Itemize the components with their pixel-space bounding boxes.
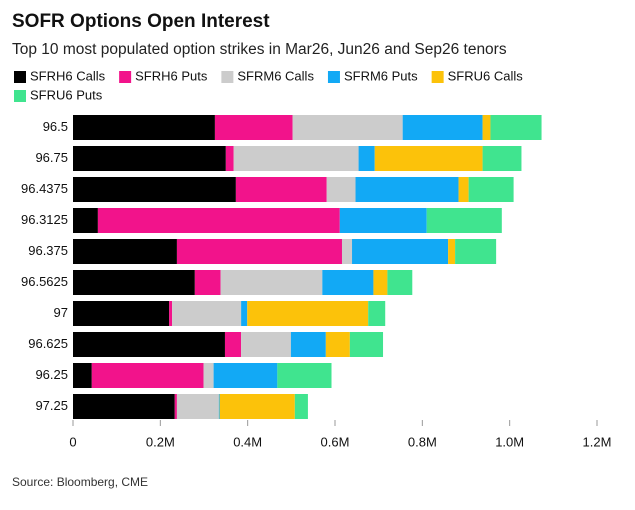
x-tick-label: 0	[69, 434, 76, 449]
legend-swatch	[327, 71, 340, 83]
bar-segment	[73, 146, 226, 171]
bar-segment	[172, 301, 242, 326]
bar-segment	[490, 115, 542, 140]
legend-swatch	[431, 71, 444, 83]
bar-segment	[174, 394, 177, 419]
bar-segment	[355, 177, 459, 202]
bar-segment	[73, 363, 92, 388]
bar-segment	[448, 239, 456, 264]
bar-segment	[218, 394, 220, 419]
bar-segment	[482, 146, 522, 171]
x-tick-label: 0.2M	[146, 434, 175, 449]
bar-segment	[241, 301, 248, 326]
y-tick-label: 96.4375	[21, 181, 68, 196]
bar-segment	[194, 270, 221, 295]
bar-segment	[235, 177, 327, 202]
bar-segment	[290, 332, 326, 357]
y-tick-label: 96.375	[28, 243, 68, 258]
x-tick-label: 0.8M	[408, 434, 437, 449]
bar-segment	[294, 394, 308, 419]
legend-label: SFRH6 Calls	[30, 68, 106, 83]
x-tick-label: 0.4M	[233, 434, 262, 449]
bar-segment	[277, 363, 332, 388]
x-tick-label: 1.2M	[583, 434, 612, 449]
bar-segment	[341, 239, 353, 264]
legend-label: SFRM6 Puts	[344, 68, 418, 83]
bar-segment	[224, 332, 242, 357]
legend-label: SFRU6 Calls	[448, 68, 524, 83]
legend-swatch	[14, 90, 26, 102]
bar-segment	[325, 332, 350, 357]
y-tick-label: 96.75	[35, 150, 68, 165]
y-tick-label: 96.625	[28, 336, 68, 351]
source: Source: Bloomberg, CME	[12, 475, 148, 489]
bar-segment	[374, 146, 483, 171]
bar-segment	[458, 177, 469, 202]
y-tick-label: 96.3125	[21, 212, 68, 227]
y-tick-label: 97.25	[35, 398, 68, 413]
bar-segment	[358, 146, 375, 171]
bar-segment	[73, 270, 195, 295]
bar-segment	[339, 208, 427, 233]
x-tick-label: 0.6M	[321, 434, 350, 449]
bar-segment	[73, 239, 177, 264]
legend-label: SFRM6 Calls	[237, 68, 314, 83]
bar-segment	[241, 332, 291, 357]
y-tick-label: 96.25	[35, 367, 68, 382]
y-tick-label: 96.5625	[21, 274, 68, 289]
y-tick-label: 97	[54, 305, 68, 320]
bar-segment	[176, 394, 219, 419]
bar-segment	[387, 270, 413, 295]
bar-segment	[468, 177, 514, 202]
chart-subtitle: Top 10 most populated option strikes in …	[12, 41, 507, 58]
chart-title: SOFR Options Open Interest	[12, 11, 270, 32]
bar-segment	[426, 208, 502, 233]
bar-segment	[73, 301, 170, 326]
bar-segment	[326, 177, 356, 202]
bar-segment	[322, 270, 374, 295]
legend-swatch	[119, 71, 132, 83]
bar-segment	[368, 301, 386, 326]
bar-segment	[233, 146, 359, 171]
y-tick-label: 96.5	[43, 119, 68, 134]
x-tick-label: 1.0M	[495, 434, 524, 449]
bar-segment	[482, 115, 491, 140]
bar-segment	[373, 270, 388, 295]
bar-segment	[97, 208, 340, 233]
bar-segment	[176, 239, 342, 264]
bar-segment	[402, 115, 483, 140]
bar-segment	[213, 363, 278, 388]
bar-segment	[292, 115, 403, 140]
bar-segment	[73, 332, 225, 357]
bar-segment	[73, 177, 236, 202]
bar-segment	[73, 208, 98, 233]
bar-segment	[220, 270, 323, 295]
bar-segment	[247, 301, 369, 326]
bar-segment	[214, 115, 293, 140]
bar-segment	[73, 115, 215, 140]
bar-segment	[349, 332, 384, 357]
bar-segment	[352, 239, 449, 264]
legend-label: SFRH6 Puts	[135, 68, 208, 83]
legend-label: SFRU6 Puts	[30, 87, 103, 102]
legend-swatch	[221, 71, 234, 83]
bar-segment	[203, 363, 214, 388]
legend-swatch	[14, 71, 26, 83]
bar-segment	[225, 146, 234, 171]
bar-segment	[73, 394, 175, 419]
bar-segment	[169, 301, 173, 326]
bar-segment	[219, 394, 295, 419]
bar-segment	[91, 363, 204, 388]
bar-segment	[455, 239, 497, 264]
